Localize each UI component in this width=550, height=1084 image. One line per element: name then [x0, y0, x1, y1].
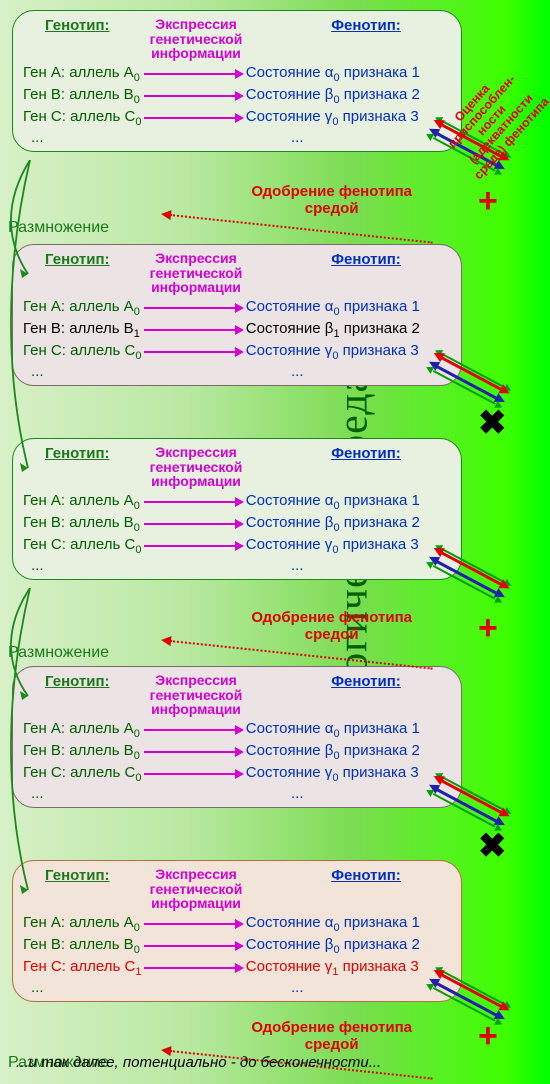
phenotype-header: Фенотип: — [251, 445, 441, 489]
phenotype-header: Фенотип: — [251, 17, 441, 61]
phenotype-cell: Состояние γ0 признака 3 — [246, 536, 451, 556]
ellipsis-row: ...... — [23, 129, 451, 147]
organism-box-0: Генотип:Экспрессиягенетическойинформации… — [12, 10, 462, 152]
genotype-cell: Ген B: аллель B0 — [23, 514, 148, 534]
gene-row: Ген A: аллель A0Состояние α0 признака 1 — [23, 719, 451, 741]
expression-header: Экспрессиягенетическойинформации — [141, 673, 251, 717]
gene-row: Ген B: аллель B0Состояние β0 признака 2 — [23, 741, 451, 763]
phenotype-cell: Состояние γ0 признака 3 — [246, 108, 451, 128]
expression-arrow — [148, 720, 246, 740]
expression-arrow — [148, 86, 246, 106]
organism-box-4: Генотип:Экспрессиягенетическойинформации… — [12, 860, 462, 1002]
genotype-cell: Ген C: аллель C0 — [23, 536, 148, 556]
reproduction-arrows — [0, 160, 70, 498]
phenotype-cell: Состояние β0 признака 2 — [246, 742, 451, 762]
phenotype-cell: Состояние β1 признака 2 — [246, 320, 451, 340]
phenotype-cell: Состояние α0 признака 1 — [246, 492, 451, 512]
gene-row: Ген A: аллель A0Состояние α0 признака 1 — [23, 913, 451, 935]
expression-arrow — [148, 936, 246, 956]
expression-arrow — [148, 514, 246, 534]
gene-row: Ген C: аллель C0Состояние γ0 признака 3 — [23, 763, 451, 785]
expression-arrow — [148, 742, 246, 762]
genotype-cell: Ген B: аллель B0 — [23, 936, 148, 956]
approval-arrow — [170, 214, 433, 244]
gene-row: Ген A: аллель A0Состояние α0 признака 1 — [23, 297, 451, 319]
gene-row: Ген B: аллель B0 Состояние β0 признака 2 — [23, 935, 451, 957]
ellipsis-row: ...... — [23, 979, 451, 997]
gene-row: Ген C: аллель C0 Состояние γ0 признака 3 — [23, 107, 451, 129]
phenotype-cell: Состояние α0 признака 1 — [246, 914, 451, 934]
phenotype-cell: Состояние α0 признака 1 — [246, 64, 451, 84]
ellipsis-row: ...... — [23, 363, 451, 381]
gene-row: Ген B: аллель B0 Состояние β0 признака 2 — [23, 513, 451, 535]
phenotype-header: Фенотип: — [251, 867, 441, 911]
gene-row: Ген A: аллель A0Состояние α0 признака 1 — [23, 491, 451, 513]
expression-arrow — [148, 914, 246, 934]
approval-label: Одобрение фенотипасредой — [160, 184, 440, 224]
expression-header: Экспрессиягенетическойинформации — [141, 867, 251, 911]
gene-row: Ген C: аллель C1 Состояние γ1 признака 3 — [23, 957, 451, 979]
expression-header: Экспрессиягенетическойинформации — [141, 445, 251, 489]
phenotype-cell: Состояние α0 признака 1 — [246, 298, 451, 318]
expression-header: Экспрессиягенетическойинформации — [141, 17, 251, 61]
genotype-cell: Ген A: аллель A0 — [23, 64, 148, 84]
gene-row: Ген B: аллель B1Состояние β1 признака 2 — [23, 319, 451, 341]
expression-arrow — [148, 492, 246, 512]
expression-arrow — [148, 108, 246, 128]
expression-arrow — [148, 320, 246, 340]
phenotype-header: Фенотип: — [251, 673, 441, 717]
phenotype-cell: Состояние β0 признака 2 — [246, 514, 451, 534]
genotype-cell: Ген C: аллель C0 — [23, 108, 148, 128]
expression-arrow — [148, 342, 246, 362]
gene-row: Ген C: аллель C0Состояние γ0 признака 3 — [23, 341, 451, 363]
footer-text: ...и так далее, потенциально - до бескон… — [16, 1054, 381, 1071]
phenotype-cell: Состояние γ0 признака 3 — [246, 764, 451, 784]
phenotype-cell: Состояние β0 признака 2 — [246, 86, 451, 106]
reproduction-arrows — [0, 588, 70, 920]
genotype-cell: Ген B: аллель B0 — [23, 86, 148, 106]
ellipsis-row: ...... — [23, 785, 451, 803]
phenotype-cell: Состояние γ1 признака 3 — [246, 958, 451, 978]
phenotype-cell: Состояние β0 признака 2 — [246, 936, 451, 956]
approval-label: Одобрение фенотипасредой — [160, 610, 440, 650]
gene-row: Ген C: аллель C0 Состояние γ0 признака 3 — [23, 535, 451, 557]
gene-row: Ген A: аллель A0 Состояние α0 признака 1 — [23, 63, 451, 85]
expression-header: Экспрессиягенетическойинформации — [141, 251, 251, 295]
approval-text: Одобрение фенотипасредой — [251, 184, 412, 217]
organism-box-3: Генотип:Экспрессиягенетическойинформации… — [12, 666, 462, 808]
genotype-header: Генотип: — [23, 17, 141, 61]
expression-arrow — [148, 958, 246, 978]
expression-arrow — [148, 536, 246, 556]
expression-arrow — [148, 298, 246, 318]
organism-box-2: Генотип:Экспрессиягенетическойинформации… — [12, 438, 462, 580]
phenotype-cell: Состояние γ0 признака 3 — [246, 342, 451, 362]
genotype-cell: Ген C: аллель C1 — [23, 958, 148, 978]
approval-text: Одобрение фенотипасредой — [251, 610, 412, 643]
ellipsis-row: ...... — [23, 557, 451, 575]
phenotype-cell: Состояние α0 признака 1 — [246, 720, 451, 740]
expression-arrow — [148, 64, 246, 84]
gene-row: Ген B: аллель B0 Состояние β0 признака 2 — [23, 85, 451, 107]
phenotype-header: Фенотип: — [251, 251, 441, 295]
expression-arrow — [148, 764, 246, 784]
approval-text: Одобрение фенотипасредой — [251, 1020, 412, 1053]
organism-box-1: Генотип:Экспрессиягенетическойинформации… — [12, 244, 462, 386]
